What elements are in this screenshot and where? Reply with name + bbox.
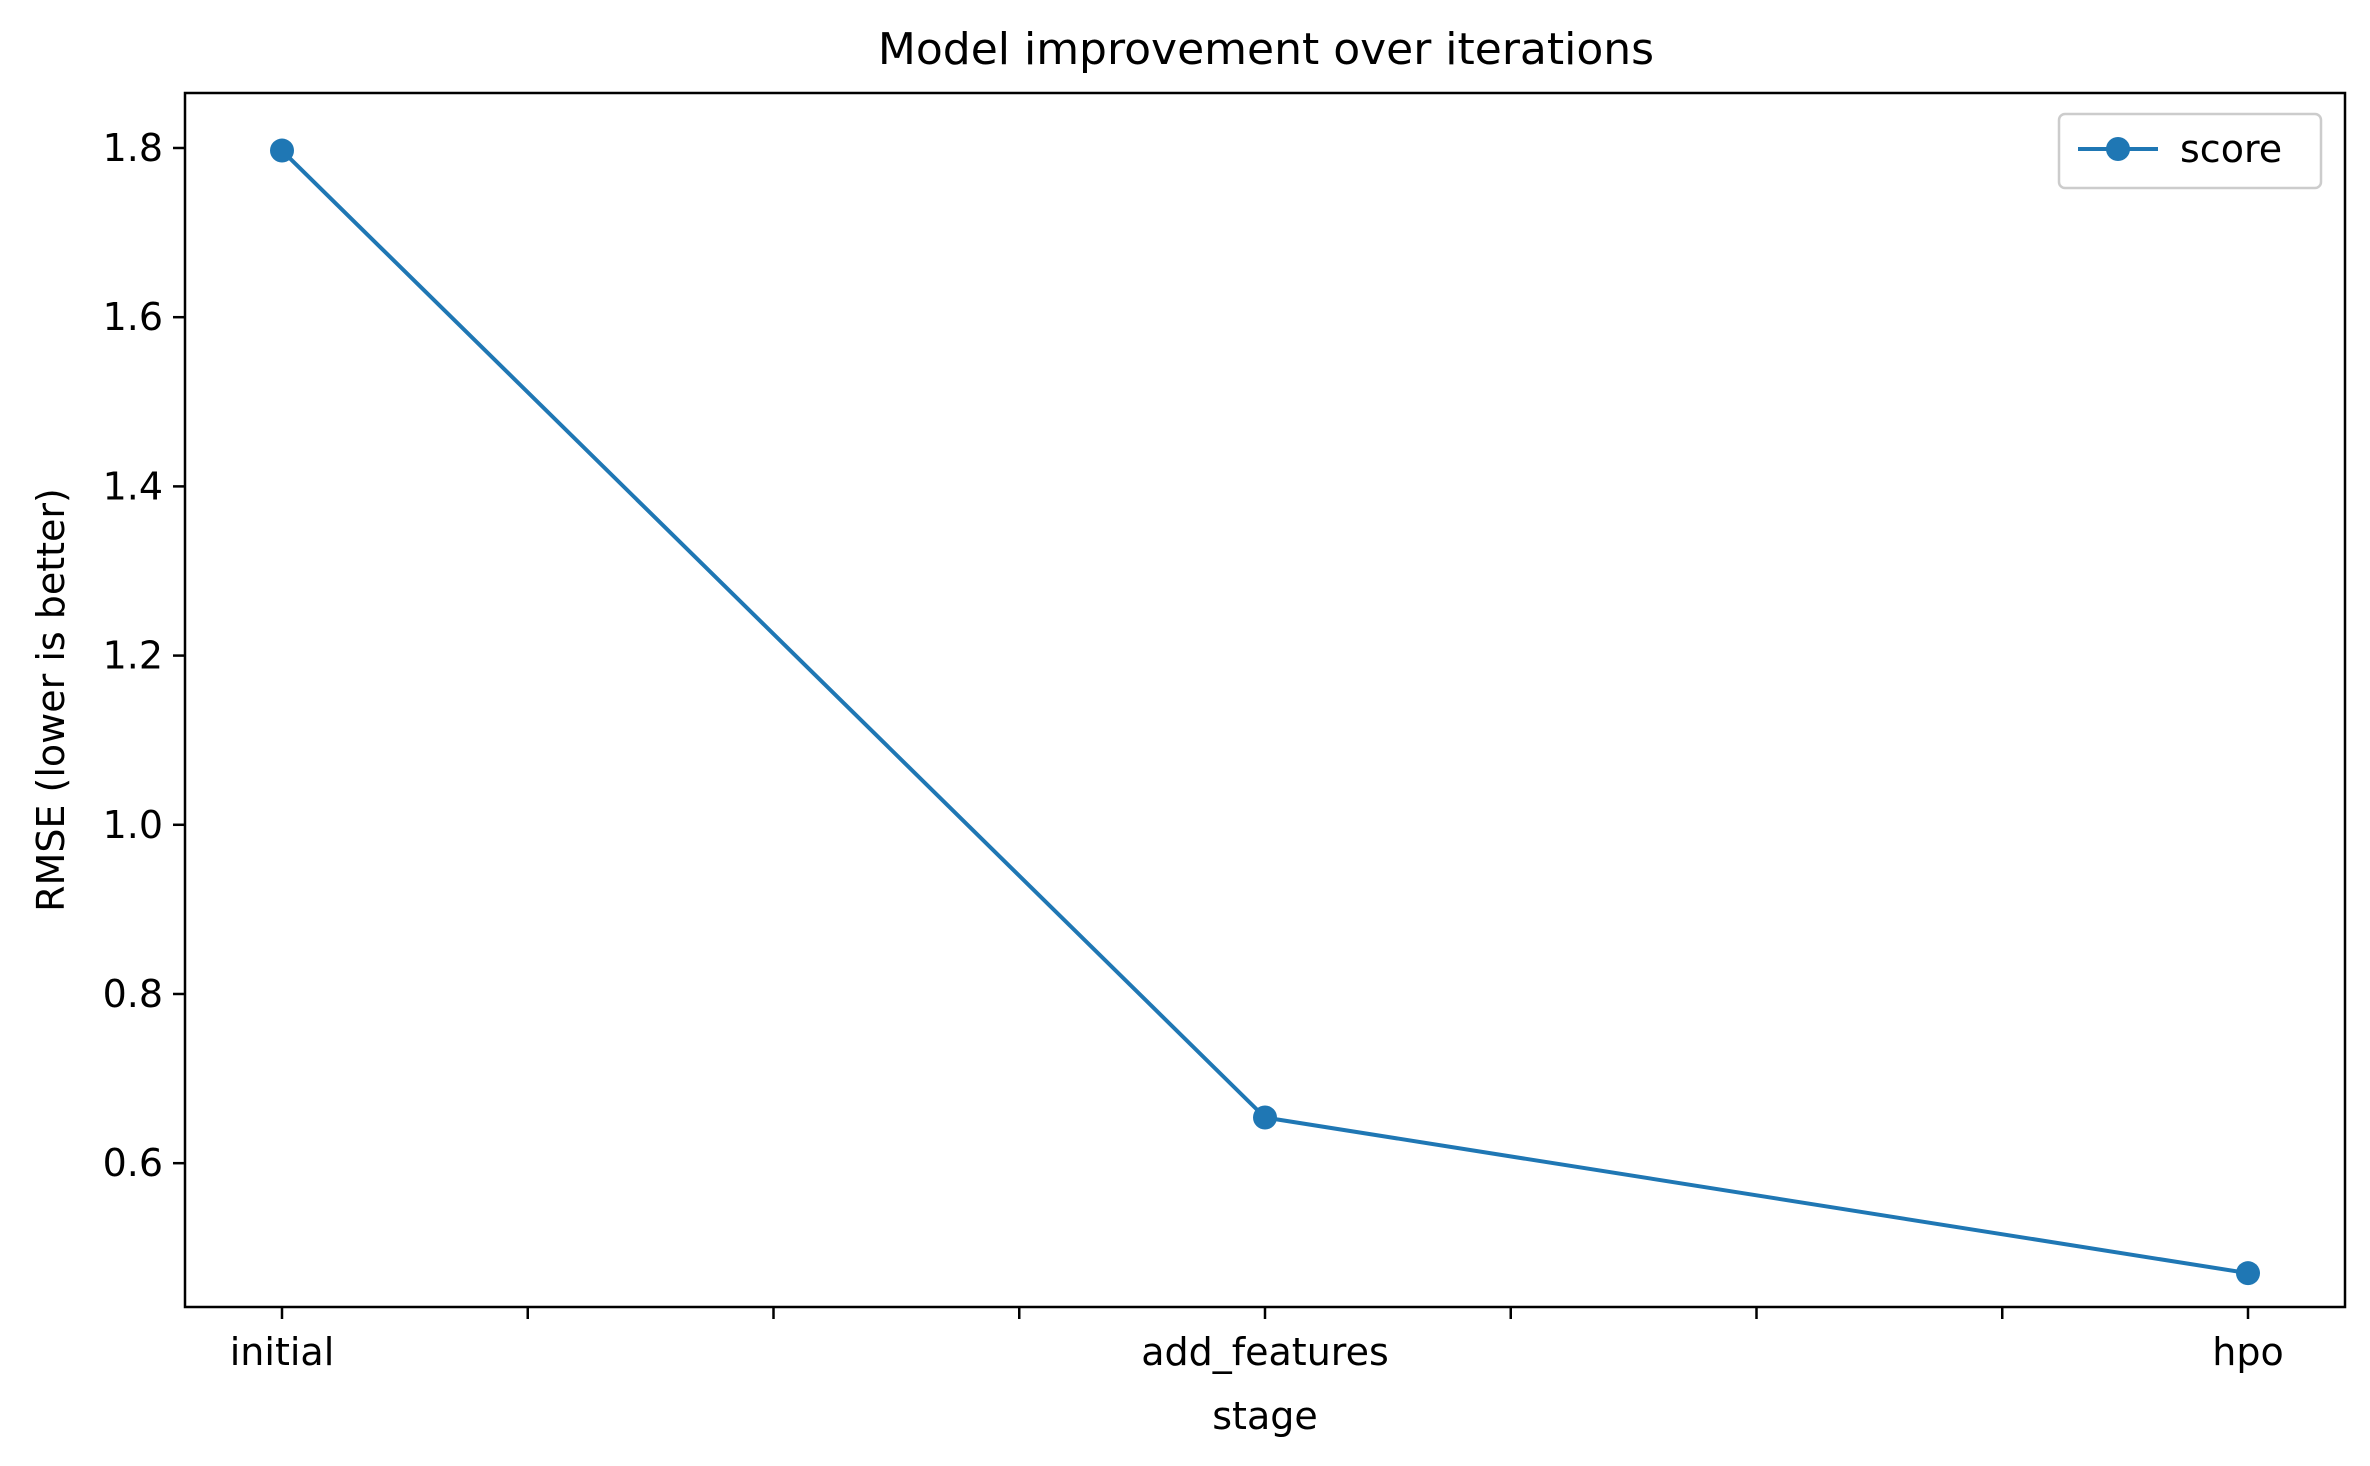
x-axis-label: stage [1212,1394,1317,1438]
x-tick-label: initial [230,1330,335,1374]
x-axis: initial add_features hpo [230,1307,2284,1374]
x-tick-label: add_features [1141,1330,1389,1374]
y-axis-label: RMSE (lower is better) [29,488,73,912]
chart-title: Model improvement over iterations [878,24,1654,75]
series-layer [270,138,2260,1286]
y-axis: 0.6 0.8 1.0 1.2 1.4 1.6 1.8 [103,126,185,1185]
y-tick-label: 1.2 [103,634,163,678]
legend: score [2057,112,2323,190]
y-tick-label: 1.6 [103,295,163,339]
data-point [270,138,294,163]
y-tick-label: 0.6 [103,1141,163,1185]
y-tick-label: 0.8 [103,972,163,1016]
legend-label: score [2180,127,2282,171]
legend-box [2057,112,2323,190]
y-tick-label: 1.4 [103,464,163,508]
y-tick-label: 1.8 [103,126,163,170]
data-point [2236,1261,2260,1286]
y-tick-label: 1.0 [103,803,163,847]
legend-marker-swatch [2106,137,2130,161]
data-point [1253,1105,1277,1130]
x-tick-label: hpo [2212,1330,2283,1374]
